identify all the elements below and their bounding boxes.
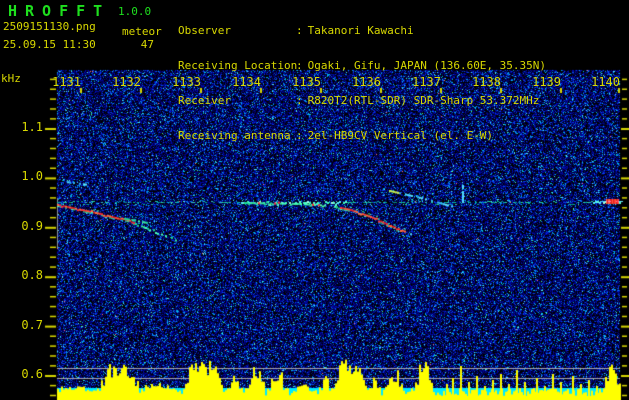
- info-row-receiver: Receiver: R820T2(RTL-SDR) SDR-Sharp 53.37…: [178, 95, 546, 107]
- info-colon: :: [296, 93, 303, 107]
- info-colon: :: [296, 58, 303, 72]
- info-colon: :: [296, 24, 303, 38]
- observation-datetime: 25.09.15 11:30: [3, 38, 96, 51]
- observation-mode: meteor: [122, 25, 162, 38]
- info-row-antenna: Receiving antenna:2el-HB9CV Vertical (el…: [178, 128, 546, 142]
- x-axis-label: 1134: [232, 75, 261, 89]
- y-axis-label: 0.6: [21, 367, 43, 381]
- info-value: Takanori Kawachi: [307, 24, 414, 38]
- info-value: R820T2(RTL-SDR) SDR-Sharp 53.372MHz: [307, 93, 540, 107]
- x-axis-label: 1136: [352, 75, 381, 89]
- station-info: Observer: Takanori Kawachi Receiving Loca…: [178, 2, 546, 164]
- y-axis-label: 0.9: [21, 219, 43, 233]
- info-value: Ogaki, Gifu, JAPAN (136.60E, 35.35N): [307, 58, 547, 72]
- app-version: 1.0.0: [118, 5, 152, 18]
- info-label: Receiver: [178, 93, 231, 107]
- info-label: Receiving antenna: [178, 128, 291, 142]
- y-axis-label: 1.0: [21, 169, 43, 183]
- info-label: Receiving Location: [178, 58, 298, 72]
- info-row-observer: Observer: Takanori Kawachi: [178, 25, 546, 37]
- x-axis-label: 1132: [112, 75, 141, 89]
- x-axis-label: 1137: [412, 75, 441, 89]
- x-axis-label: 1139: [532, 75, 561, 89]
- app-title: HROFFT: [8, 2, 111, 20]
- x-axis-label: 1133: [172, 75, 201, 89]
- y-axis-unit-label: kHz: [1, 72, 21, 85]
- x-axis-label: 1131: [52, 75, 81, 89]
- info-colon: :: [296, 128, 303, 142]
- y-axis-label: 0.7: [21, 318, 43, 332]
- info-label: Observer: [178, 24, 231, 38]
- x-axis-label: 1138: [472, 75, 501, 89]
- output-filename: 2509151130.png: [3, 20, 96, 33]
- x-axis-label: 1135: [292, 75, 321, 89]
- y-axis-label: 0.8: [21, 268, 43, 282]
- echo-count: 47: [140, 38, 154, 51]
- y-axis-label: 1.1: [21, 120, 43, 134]
- info-value: 2el-HB9CV Vertical (el. E-W): [307, 128, 494, 142]
- info-row-location: Receiving Location: Ogaki, Gifu, JAPAN (1…: [178, 60, 546, 72]
- x-axis-label: 1140: [591, 75, 620, 89]
